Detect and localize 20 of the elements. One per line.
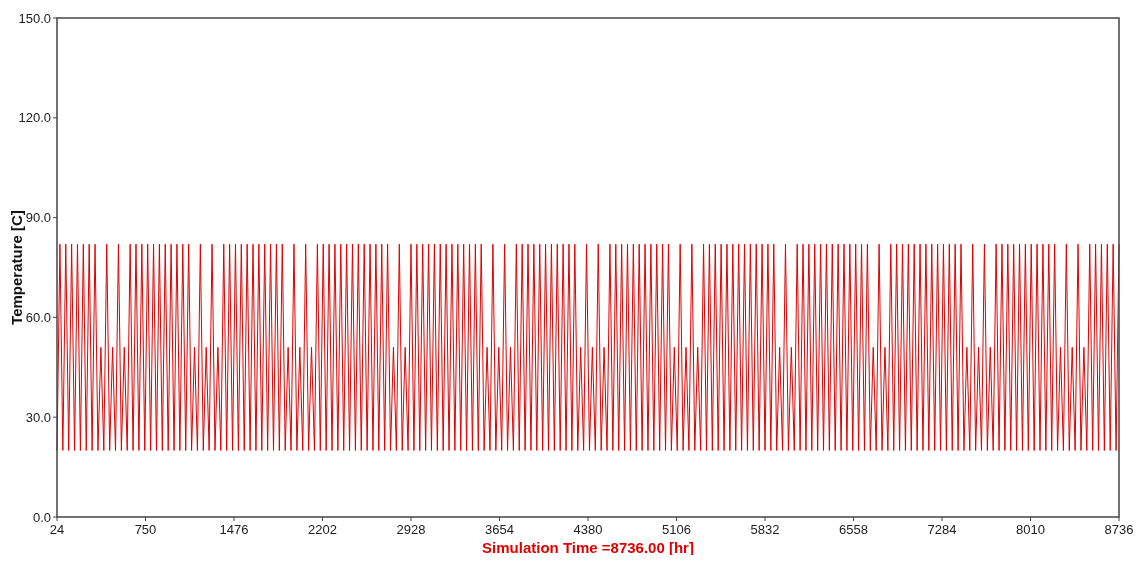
x-tick-label: 1476 <box>219 522 249 537</box>
x-tick-label: 750 <box>134 522 157 537</box>
x-tick-label: 5832 <box>750 522 780 537</box>
y-tick-label: 90.0 <box>25 210 51 226</box>
x-tick-label: 4380 <box>573 522 603 537</box>
x-tick-label: 2928 <box>396 522 426 537</box>
y-tick-label: 30.0 <box>25 409 51 425</box>
x-tick-label: 6558 <box>839 522 868 537</box>
x-tick-label: 8736 <box>1104 522 1134 537</box>
y-tick-label: 0.0 <box>32 509 51 525</box>
y-tick-label: 120.0 <box>18 110 51 126</box>
x-tick-label: 5106 <box>662 522 691 537</box>
x-tick-label: 3654 <box>485 522 514 537</box>
y-axis-title: Temperature [C] <box>8 210 25 325</box>
y-tick-label: 60.0 <box>25 309 51 325</box>
x-tick-label: 8010 <box>1016 522 1045 537</box>
x-tick-label: 24 <box>49 522 65 537</box>
x-tick-label: 2202 <box>308 522 337 537</box>
y-tick-label: 150.0 <box>18 10 51 26</box>
x-tick-label: 7284 <box>927 522 957 537</box>
